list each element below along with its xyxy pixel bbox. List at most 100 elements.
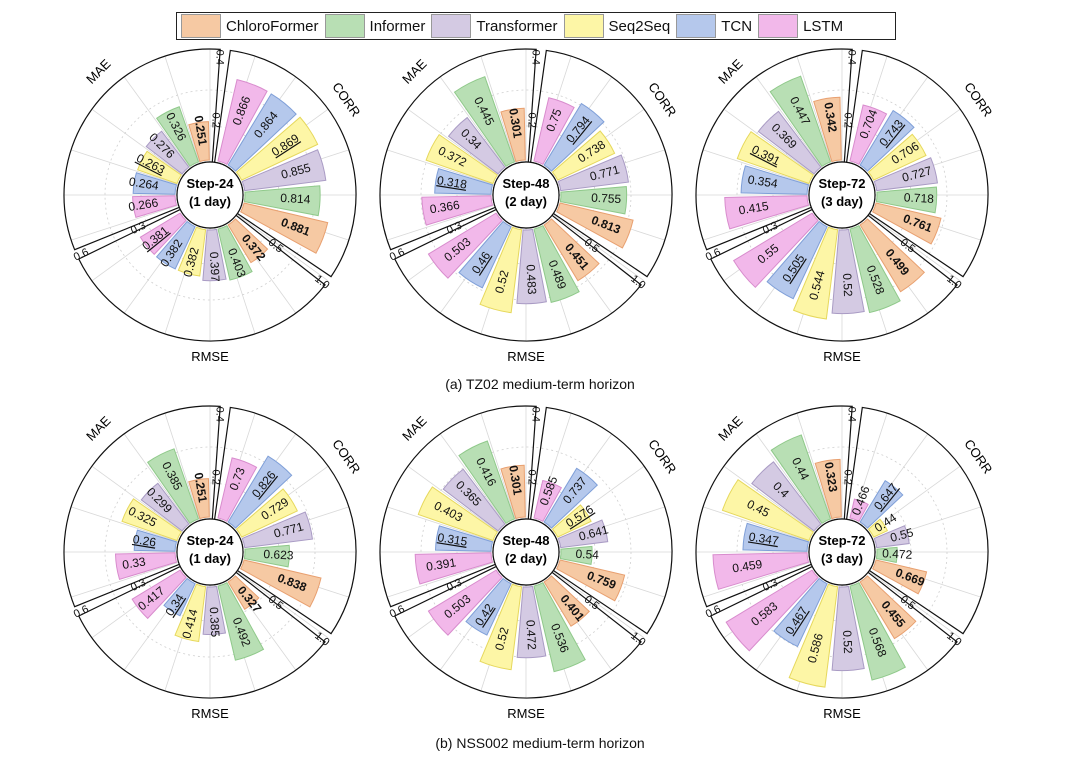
bar-rmse — [859, 575, 917, 640]
bar-rmse — [427, 212, 503, 279]
tick-label: 0.2 — [841, 113, 853, 128]
bar-mae — [742, 522, 810, 552]
bar-mae — [434, 167, 494, 195]
tick-label: 0.3 — [129, 577, 148, 594]
legend-swatch — [676, 14, 717, 38]
bar-mae — [442, 468, 506, 532]
tick-label: 0.6 — [72, 603, 91, 620]
grid-spoke — [407, 465, 500, 533]
bar-mae — [814, 458, 842, 520]
center-disc — [176, 518, 244, 586]
bar-rmse — [849, 581, 907, 681]
bar-corr — [543, 467, 598, 529]
axis-label-rmse: RMSE — [823, 349, 861, 364]
bar-mae — [155, 106, 200, 167]
grid-spoke — [723, 108, 816, 176]
bar-corr — [559, 545, 593, 565]
bar-rmse — [733, 212, 819, 289]
bar-corr — [217, 457, 258, 523]
bar-corr — [557, 519, 609, 549]
legend-label: TCN — [721, 17, 753, 35]
bar-corr — [227, 455, 293, 529]
bar-corr — [873, 525, 910, 549]
bar-rmse — [202, 585, 227, 635]
axis-label-mae: MAE — [399, 413, 430, 444]
grid-spoke — [796, 413, 833, 521]
bar-mae — [133, 529, 178, 552]
data-label: 0.264 — [128, 174, 160, 193]
axis-label-mae: MAE — [715, 56, 746, 87]
bar-corr — [867, 518, 889, 538]
grid-spoke — [387, 506, 495, 543]
axis-label-corr: CORR — [961, 80, 995, 120]
center-subtitle: (2 day) — [505, 194, 547, 209]
axis-label-corr: CORR — [329, 80, 363, 120]
axis-label-rmse: RMSE — [191, 349, 229, 364]
grid-spoke — [71, 506, 179, 543]
bar-mae — [736, 131, 814, 185]
center-title: Step-48 — [503, 533, 550, 548]
bar-corr — [555, 559, 626, 602]
bar-mae — [121, 498, 182, 542]
tick-label: 0.4 — [530, 50, 542, 65]
data-label: 0.718 — [904, 190, 935, 206]
bar-mae — [769, 75, 832, 167]
bar-rmse — [831, 228, 865, 315]
bar-rmse — [163, 577, 196, 617]
grid-spoke — [439, 433, 507, 526]
bar-corr — [871, 559, 928, 595]
axis-label-corr: CORR — [329, 437, 363, 477]
tick-label: 0.2 — [209, 113, 221, 128]
grid-spoke — [236, 571, 329, 639]
legend-swatch — [563, 14, 604, 38]
legend-item: TCN — [676, 14, 752, 38]
center-disc — [492, 518, 560, 586]
bar-rmse — [465, 577, 512, 636]
bar-mae — [145, 130, 190, 175]
data-label: 0.52 — [492, 268, 512, 294]
bar-rmse — [533, 224, 580, 303]
bar-mae — [813, 96, 842, 163]
bar-rmse — [479, 583, 523, 671]
axis-label-mae: MAE — [715, 413, 746, 444]
data-label: 0.33 — [121, 554, 147, 572]
legend-swatch — [324, 14, 365, 38]
bar-rmse — [773, 577, 828, 648]
grid-spoke — [703, 506, 811, 543]
center-disc — [808, 518, 876, 586]
bar-corr — [871, 202, 942, 245]
center-subtitle: (1 day) — [189, 551, 231, 566]
legend-swatch — [431, 14, 472, 38]
tick-label: 0.3 — [445, 577, 464, 594]
center-title: Step-48 — [503, 176, 550, 191]
grid-spoke — [868, 571, 961, 639]
grid-spoke — [71, 149, 179, 186]
bar-corr — [849, 104, 888, 166]
axis-label-mae: MAE — [83, 413, 114, 444]
bar-corr — [859, 480, 904, 529]
data-label: 0.814 — [280, 191, 311, 207]
grid-ring — [420, 446, 632, 658]
legend-swatch — [181, 14, 221, 38]
legend-label: ChloroFormer — [226, 17, 319, 35]
grid-ring — [104, 446, 316, 658]
data-label: 0.623 — [263, 547, 294, 563]
caption-top: (a) TZ02 medium-term horizon — [445, 376, 635, 392]
bar-corr — [243, 544, 290, 568]
bar-rmse — [792, 226, 839, 320]
bar-mae — [188, 478, 210, 520]
grid-spoke — [123, 433, 191, 526]
grid-spoke — [71, 204, 179, 241]
axis-label-corr: CORR — [645, 80, 679, 120]
legend-item: LSTM — [758, 14, 843, 38]
center-subtitle: (3 day) — [821, 194, 863, 209]
grid-spoke — [755, 76, 823, 169]
grid-spoke — [480, 413, 517, 521]
bar-mae — [132, 172, 178, 195]
bar-mae — [417, 486, 498, 542]
tick-label: 0.4 — [846, 50, 858, 65]
bar-rmse — [202, 228, 227, 282]
